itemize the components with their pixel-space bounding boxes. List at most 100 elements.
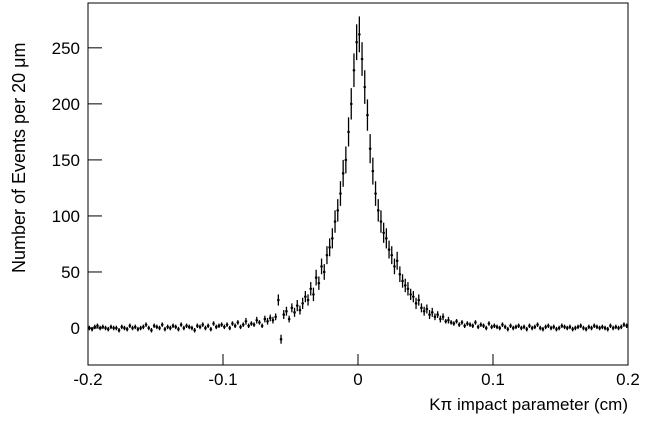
data-point <box>271 318 275 322</box>
data-point <box>606 327 610 331</box>
data-point <box>268 316 272 320</box>
data-point <box>471 324 475 328</box>
data-point <box>339 192 342 195</box>
x-tick-label: 0.2 <box>616 370 640 389</box>
y-tick-label: 0 <box>71 319 80 338</box>
data-point <box>487 322 491 325</box>
data-point <box>101 325 105 329</box>
data-point <box>525 327 529 331</box>
data-point <box>144 323 148 326</box>
data-point <box>363 85 367 89</box>
data-point <box>412 295 415 298</box>
data-point <box>493 324 496 328</box>
data-point <box>106 327 110 331</box>
data-point <box>587 325 591 329</box>
data-point <box>441 315 445 319</box>
data-point <box>509 324 512 328</box>
data-point <box>609 324 612 328</box>
data-point <box>233 324 237 328</box>
data-point <box>290 306 294 310</box>
data-point <box>368 147 372 150</box>
data-point <box>560 324 564 328</box>
data-point <box>349 102 353 106</box>
data-point <box>406 287 410 291</box>
data-point <box>250 322 253 325</box>
data-point <box>403 284 407 287</box>
y-tick-label: 250 <box>52 39 80 58</box>
data-point <box>287 317 291 321</box>
data-point <box>430 311 434 314</box>
data-point <box>590 326 593 330</box>
data-point <box>142 325 145 329</box>
data-point <box>476 325 480 329</box>
data-point <box>136 327 140 331</box>
data-point <box>563 325 566 329</box>
data-point <box>309 287 313 291</box>
data-point <box>231 322 234 325</box>
data-point <box>198 325 202 329</box>
data-point <box>128 324 132 328</box>
data-point <box>385 237 388 240</box>
data-point <box>439 317 442 321</box>
data-point <box>374 192 377 195</box>
data-point <box>193 328 196 332</box>
data-point <box>436 313 439 316</box>
data-point <box>88 326 91 330</box>
data-point <box>520 326 523 330</box>
data-point <box>530 326 534 330</box>
data-point <box>177 327 180 331</box>
data-point <box>387 248 391 251</box>
data-point <box>479 323 483 326</box>
data-point <box>382 231 385 235</box>
data-point <box>239 325 242 329</box>
data-point <box>547 324 550 328</box>
data-point <box>506 327 510 331</box>
data-point <box>549 326 553 330</box>
data-point <box>379 220 383 223</box>
data-point <box>625 324 628 328</box>
data-point <box>90 327 94 331</box>
data-point <box>371 169 375 173</box>
data-point <box>115 326 118 330</box>
data-point <box>584 327 588 331</box>
data-point <box>131 326 134 330</box>
data-point <box>196 324 199 328</box>
data-point <box>571 327 574 331</box>
data-point <box>182 326 186 330</box>
data-point <box>163 327 167 331</box>
data-point <box>574 326 577 330</box>
data-point <box>150 328 153 332</box>
data-point <box>420 306 423 310</box>
data-point <box>452 322 456 325</box>
x-axis-label: Kπ impact parameter (cm) <box>429 395 628 414</box>
x-tick-label: 0.1 <box>481 370 505 389</box>
data-point <box>104 326 107 330</box>
data-point <box>247 324 250 328</box>
data-point <box>358 33 361 36</box>
data-point <box>155 325 159 329</box>
data-point <box>236 321 240 324</box>
data-point <box>255 318 259 322</box>
data-point <box>474 321 477 324</box>
data-point <box>331 237 334 240</box>
data-point <box>425 307 429 311</box>
data-point <box>314 276 318 279</box>
data-point <box>325 253 329 257</box>
y-tick-label: 50 <box>61 263 80 282</box>
y-axis-label: Number of Events per 20 μm <box>9 43 29 273</box>
data-point <box>536 323 539 326</box>
data-point <box>463 324 466 328</box>
data-point <box>225 323 229 326</box>
data-point <box>295 304 299 307</box>
data-point <box>568 325 572 329</box>
data-point <box>522 325 526 329</box>
data-point <box>598 326 601 330</box>
data-point <box>576 325 580 329</box>
data-point <box>266 319 269 323</box>
data-point <box>595 325 599 329</box>
data-point <box>352 68 356 72</box>
data-point <box>538 326 542 330</box>
data-point <box>201 323 205 326</box>
data-point <box>185 324 188 328</box>
data-point <box>312 293 315 296</box>
